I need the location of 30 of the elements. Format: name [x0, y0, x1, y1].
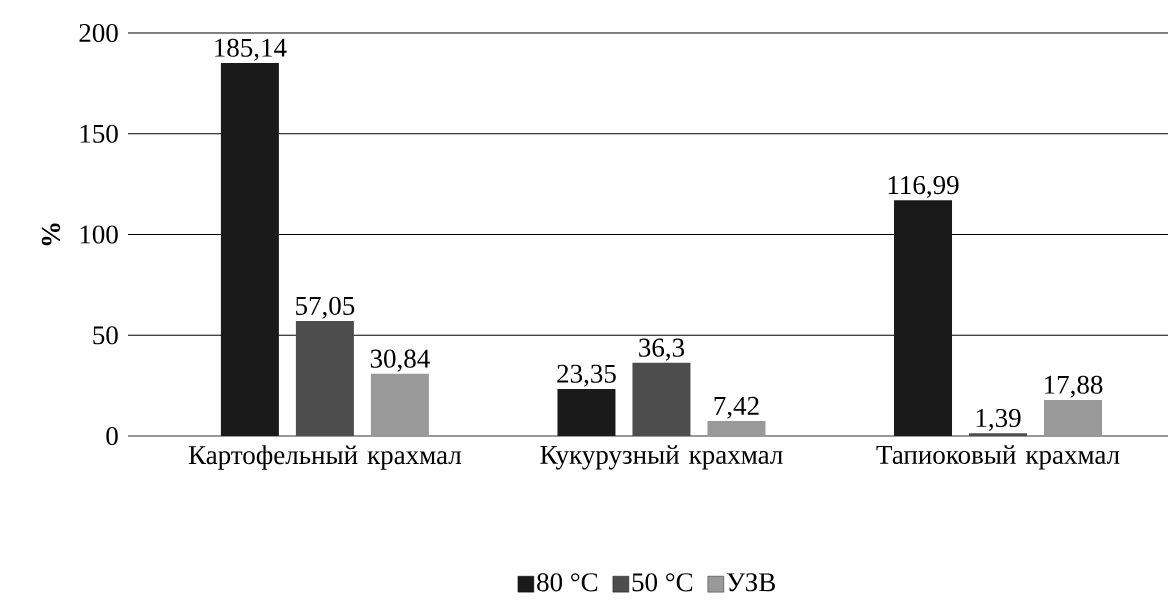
bar: [295, 321, 354, 436]
data-label: 7,42: [714, 396, 759, 419]
bar: [557, 388, 616, 436]
data-label: 23,35: [557, 364, 616, 387]
data-label: 36,3: [639, 338, 685, 361]
bar: [632, 362, 691, 436]
bar: [707, 421, 766, 436]
data-label: 116,99: [888, 176, 959, 199]
data-label: 17,88: [1045, 375, 1103, 398]
data-label: 1,39: [976, 408, 1021, 431]
bar: [894, 200, 953, 436]
legend-label: 80 °C: [537, 573, 598, 592]
y-tick-label: 50: [93, 326, 118, 345]
y-tick-label: 200: [79, 23, 118, 43]
y-tick-label: 100: [80, 225, 118, 244]
y-axis-title: %: [41, 223, 61, 246]
legend-label: 50 °C: [632, 573, 693, 592]
data-label: 30,84: [370, 349, 430, 372]
bar: [370, 373, 429, 436]
bar: [1044, 399, 1103, 436]
x-tick-label: Тапиоковый крахмал: [876, 445, 1120, 470]
y-tick-label: 150: [80, 124, 118, 143]
bar: [969, 433, 1028, 436]
y-tick-label: 0: [106, 426, 118, 446]
data-label: 185,14: [215, 38, 287, 61]
x-tick-label: Кукурузный крахмал: [540, 445, 783, 470]
legend-label: УЗВ: [726, 573, 775, 592]
bar: [220, 62, 279, 436]
data-label: 57,05: [296, 296, 355, 319]
x-tick-label: Картофельный крахмал: [188, 445, 462, 470]
